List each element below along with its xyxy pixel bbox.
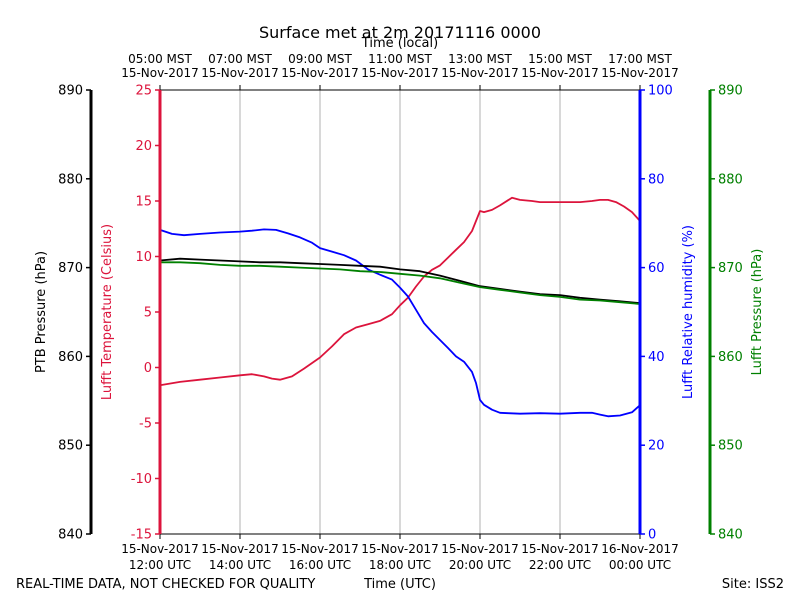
y-tick-label-ptb: 890 (58, 84, 83, 99)
y-tick-label-rh: 0 (648, 528, 656, 543)
y-tick-label-ptb: 860 (58, 350, 83, 365)
y-tick-label-rh: 20 (648, 439, 665, 454)
x-tick-label-date: 15-Nov-2017 (521, 542, 599, 556)
x-tick-label-date: 15-Nov-2017 (281, 542, 359, 556)
y-tick-label-temp: -10 (131, 472, 152, 487)
x-tick-label-date: 15-Nov-2017 (441, 542, 519, 556)
series-line-lufft-temperature (159, 196, 641, 387)
y-tick-label-lufftp: 850 (718, 439, 743, 454)
y-tick-label-ptb: 870 (58, 261, 83, 276)
x-top-tick-label-time: 05:00 MST (128, 52, 192, 66)
y-tick-label-ptb: 880 (58, 172, 83, 187)
x-top-tick-label-date: 15-Nov-2017 (361, 66, 439, 80)
y-tick-label-rh: 60 (648, 261, 665, 276)
y-tick-label-rh: 40 (648, 350, 665, 365)
y-tick-label-lufftp: 860 (718, 350, 743, 365)
footer-quality-note: REAL-TIME DATA, NOT CHECKED FOR QUALITY (16, 577, 315, 592)
x-top-tick-label-date: 15-Nov-2017 (201, 66, 279, 80)
y-tick-label-lufftp: 890 (718, 84, 743, 99)
y-tick-label-ptb: 840 (58, 528, 83, 543)
x-top-tick-label-date: 15-Nov-2017 (601, 66, 679, 80)
x-top-tick-label-time: 17:00 MST (608, 52, 672, 66)
y-axis-label-rh: Lufft Relative humidity (%) (681, 225, 696, 399)
y-tick-label-temp: -15 (131, 528, 152, 543)
y-axis-label-ptb: PTB Pressure (hPa) (34, 251, 49, 373)
y-tick-label-temp: 5 (144, 306, 152, 321)
x-top-tick-label-date: 15-Nov-2017 (281, 66, 359, 80)
x-axis-label: Time (UTC) (363, 577, 436, 592)
x-top-tick-label-date: 15-Nov-2017 (441, 66, 519, 80)
y-tick-label-temp: 15 (135, 195, 152, 210)
footer-site: Site: ISS2 (722, 577, 784, 592)
x-tick-label-date: 15-Nov-2017 (201, 542, 279, 556)
y-tick-label-temp: 25 (135, 84, 152, 99)
y-tick-label-temp: 10 (135, 250, 152, 265)
y-tick-label-ptb: 850 (58, 439, 83, 454)
x-top-tick-label-date: 15-Nov-2017 (521, 66, 599, 80)
y-axis-label-lufftp: Lufft Pressure (hPa) (750, 249, 765, 376)
y-tick-label-lufftp: 840 (718, 528, 743, 543)
y-tick-label-temp: -5 (139, 417, 152, 432)
x-top-tick-label-time: 11:00 MST (368, 52, 432, 66)
y-tick-label-lufftp: 880 (718, 172, 743, 187)
y-tick-label-temp: 0 (144, 361, 152, 376)
series-line-ptb-pressure (159, 257, 641, 304)
x-tick-label-time: 16:00 UTC (289, 558, 351, 572)
chart-title: Surface met at 2m 20171116 0000 (259, 23, 541, 42)
series-line-lufft-pressure (160, 261, 641, 305)
y-tick-label-temp: 20 (135, 139, 152, 154)
x-top-tick-label-time: 07:00 MST (208, 52, 272, 66)
x-top-tick-label-date: 15-Nov-2017 (121, 66, 199, 80)
y-tick-label-lufftp: 870 (718, 261, 743, 276)
series-line-lufft-relative-humidity (159, 228, 641, 418)
y-tick-label-rh: 80 (648, 172, 665, 187)
x-top-tick-label-time: 13:00 MST (448, 52, 512, 66)
x-top-tick-label-time: 09:00 MST (288, 52, 352, 66)
x-tick-label-date: 15-Nov-2017 (121, 542, 199, 556)
top-axis-title: Time (local) (361, 36, 438, 51)
x-top-tick-label-time: 15:00 MST (528, 52, 592, 66)
x-tick-label-date: 16-Nov-2017 (601, 542, 679, 556)
x-tick-label-time: 18:00 UTC (369, 558, 431, 572)
y-tick-label-rh: 100 (648, 84, 673, 99)
x-tick-label-time: 14:00 UTC (209, 558, 271, 572)
x-tick-label-date: 15-Nov-2017 (361, 542, 439, 556)
x-tick-label-time: 22:00 UTC (529, 558, 591, 572)
x-tick-label-time: 00:00 UTC (609, 558, 671, 572)
x-tick-label-time: 20:00 UTC (449, 558, 511, 572)
y-axis-label-temp: Lufft Temperature (Celsius) (100, 224, 115, 400)
x-tick-label-time: 12:00 UTC (129, 558, 191, 572)
